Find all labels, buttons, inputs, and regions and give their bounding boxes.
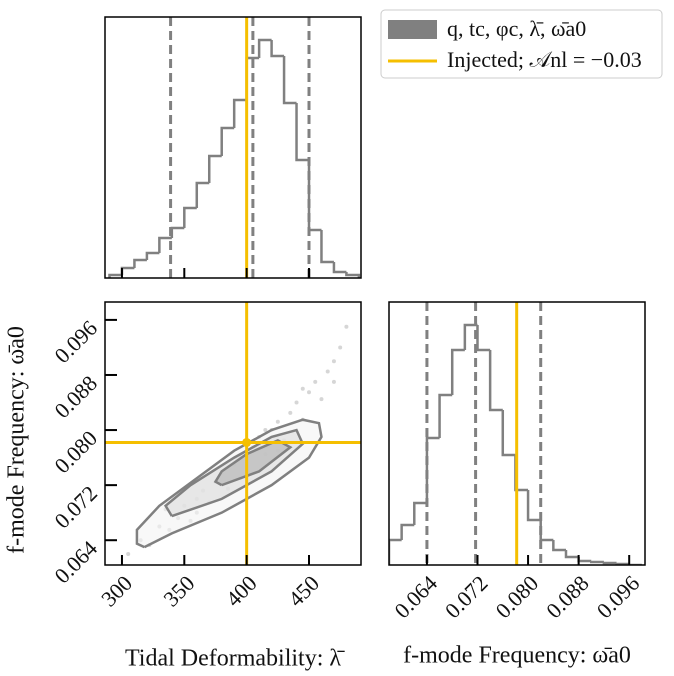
sample-point xyxy=(294,400,299,405)
hist-step xyxy=(552,540,566,552)
sample-point xyxy=(338,345,343,350)
x-tick-label: 0.088 xyxy=(541,570,594,623)
sample-point xyxy=(275,419,280,424)
sample-point xyxy=(331,379,336,384)
sample-point xyxy=(325,369,330,374)
legend-label: Injected; 𝒜nl = −0.03 xyxy=(447,47,642,72)
y-tick-label: 0.096 xyxy=(49,315,102,368)
legend-patch xyxy=(388,20,437,39)
sample-point xyxy=(307,390,312,395)
x-tick-label: 0.064 xyxy=(389,570,442,623)
hist-step xyxy=(108,273,122,278)
y-tick-label: 0.064 xyxy=(49,536,102,589)
hist-step xyxy=(183,206,197,228)
hist-step xyxy=(577,557,592,563)
y-tick-label: 0.072 xyxy=(49,481,102,534)
hist-step xyxy=(307,160,322,232)
axes-frame xyxy=(104,301,362,566)
hist-step xyxy=(590,560,604,564)
sample-point xyxy=(300,386,305,391)
legend-box xyxy=(380,9,663,79)
hist-step xyxy=(450,348,465,395)
hist-step xyxy=(400,523,415,540)
hist-step xyxy=(413,501,427,525)
x-tick-label: 0.096 xyxy=(592,570,645,623)
hist-step xyxy=(282,56,297,105)
hist-step xyxy=(488,350,503,412)
hist-step xyxy=(564,550,579,559)
hist-step xyxy=(320,230,334,264)
hist-step xyxy=(170,226,185,238)
x-tick-label: 400 xyxy=(221,570,262,611)
x-axis-label: f-mode Frequency: ω̄a0 xyxy=(403,643,631,669)
hist-step xyxy=(270,40,285,58)
hist-step xyxy=(438,393,453,438)
hist-step xyxy=(501,410,516,457)
contour xyxy=(213,438,293,487)
hist-step xyxy=(425,436,440,503)
hist-step xyxy=(615,562,630,565)
sample-point xyxy=(319,397,324,402)
hist-step xyxy=(158,236,172,253)
x-tick-label: 450 xyxy=(283,570,324,611)
hist-step xyxy=(389,538,402,565)
hist-step xyxy=(120,266,135,275)
legend-label: q, tc, φc, λ̄, ω̄a0 xyxy=(447,16,586,41)
hist-step xyxy=(195,181,210,208)
x-tick-label: 0.080 xyxy=(490,570,543,623)
sample-point xyxy=(263,428,268,433)
hist-step xyxy=(232,98,247,128)
hist-step xyxy=(526,490,541,522)
hist-step xyxy=(257,38,272,58)
y-tick-label: 0.080 xyxy=(49,425,102,478)
sample-point xyxy=(288,410,293,415)
hist-step xyxy=(345,272,361,278)
y-axis-label: f-mode Frequency: ω̄a0 xyxy=(4,326,30,554)
y-tick-label: 0.088 xyxy=(49,370,102,423)
hist-step xyxy=(602,561,617,565)
sample-point xyxy=(313,379,318,384)
sample-point xyxy=(344,324,349,329)
injected-point xyxy=(242,437,252,447)
x-tick-label: 0.072 xyxy=(440,570,493,623)
hist-step xyxy=(133,258,147,268)
hist-step xyxy=(295,103,310,162)
sample-point xyxy=(126,551,131,556)
hist-step xyxy=(207,154,222,183)
x-tick-label: 350 xyxy=(158,570,199,611)
hist-step xyxy=(332,262,347,274)
hist-step xyxy=(476,325,491,352)
hist-step xyxy=(220,126,235,156)
x-axis-label: Tidal Deformability: λ̄ xyxy=(125,646,345,672)
hist-step xyxy=(145,251,160,260)
sample-point xyxy=(331,359,336,364)
hist-step xyxy=(463,323,478,350)
axes-frame xyxy=(388,301,646,566)
hist-step xyxy=(539,520,554,542)
axes-frame xyxy=(104,16,362,279)
x-tick-label: 300 xyxy=(96,570,137,611)
